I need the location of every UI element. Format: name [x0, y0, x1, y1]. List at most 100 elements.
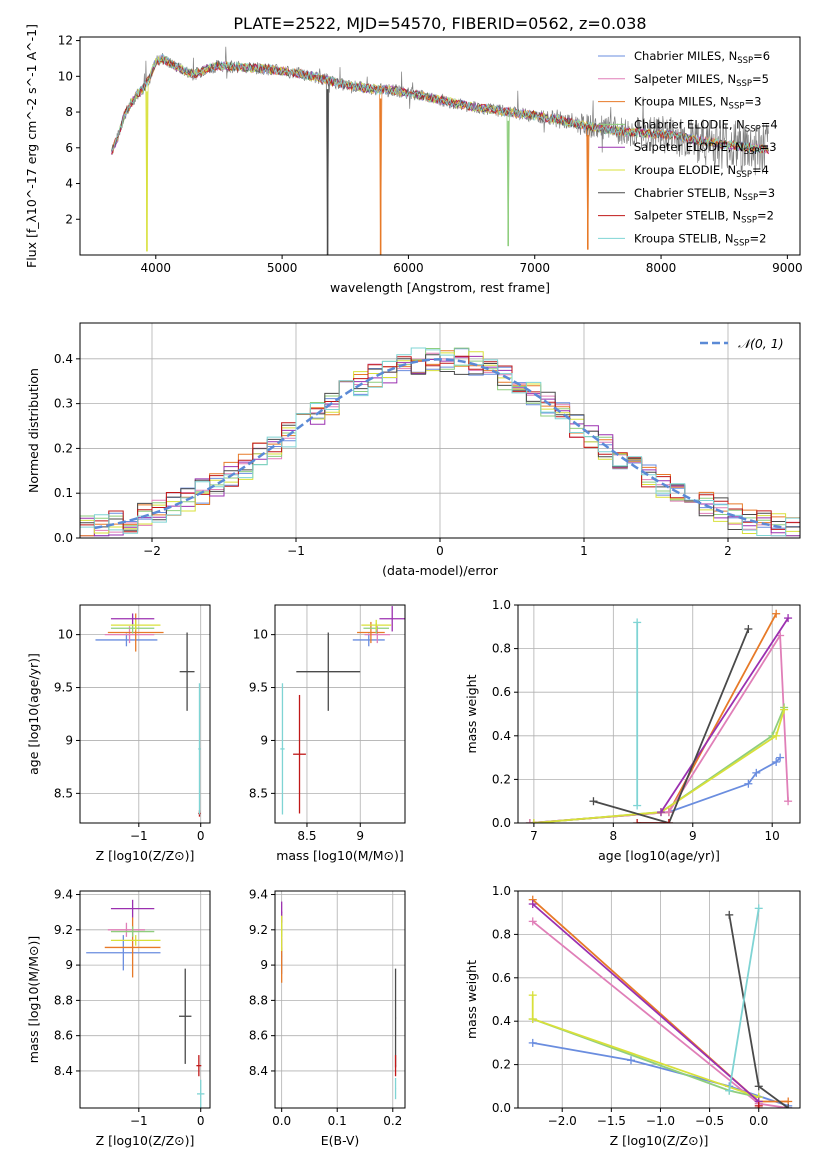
- y-tick-label: 0.2: [54, 441, 73, 455]
- x-axis-label: Z [log10(Z/Z⊙)]: [96, 848, 195, 863]
- legend-label: Chabrier STELIB, NSSP=3: [634, 186, 775, 203]
- error-bar-point: [352, 633, 385, 647]
- x-axis-label: mass [log10(M/M⊙)]: [276, 848, 404, 863]
- weight-line: [529, 613, 777, 823]
- y-tick-label: 0.6: [492, 971, 511, 985]
- axes: 0.0 0.1 0.2 8.4 8.6 8.8 9 9.2 9.4 E(B-V): [249, 888, 406, 1148]
- y-tick-label: 0.0: [492, 1101, 511, 1115]
- weight-line: [533, 709, 785, 823]
- y-tick-label: 9: [65, 958, 73, 972]
- x-axis-label: Z [log10(Z/Z⊙)]: [96, 1133, 195, 1148]
- legend-count: =6: [753, 49, 770, 63]
- y-tick-label: 0.2: [492, 1058, 511, 1072]
- y-tick-label: 0.4: [54, 352, 73, 366]
- x-axis-label: wavelength [Angstrom, rest frame]: [330, 280, 550, 295]
- x-axis-label: Z [log10(Z/Z⊙)]: [610, 1133, 709, 1148]
- y-tick-label: 9.4: [54, 888, 73, 902]
- weight-marker: [528, 1015, 537, 1024]
- weight-line: [531, 995, 759, 1099]
- plot-area: [86, 899, 205, 1108]
- error-bar-point: [196, 1055, 202, 1077]
- legend-subscript: SSP: [742, 193, 758, 203]
- model-spectrum-line: [111, 56, 769, 255]
- legend-subscript: SSP: [737, 56, 753, 66]
- weight-marker: [664, 819, 673, 823]
- axes: −1 0 8.4 8.6 8.8 9 9.2 9.4 Z [log10(Z/Z⊙)] mass […: [26, 888, 211, 1148]
- legend-subscript: SSP: [729, 102, 745, 112]
- legend-count: =2: [749, 231, 766, 245]
- y-tick-label: 0.4: [492, 1014, 511, 1028]
- error-bar-point: [179, 632, 195, 711]
- x-tick-label: −1: [287, 544, 305, 558]
- legend-count: =4: [752, 163, 769, 177]
- weight-line: [533, 707, 785, 823]
- grid: [518, 890, 800, 1109]
- y-tick-label: 9: [260, 958, 268, 972]
- y-tick-label: 9.5: [249, 681, 268, 695]
- error-bar-point: [394, 968, 397, 1068]
- error-bar-point: [361, 619, 392, 631]
- axes-frame: [274, 604, 406, 824]
- y-tick-label: 10: [58, 69, 73, 83]
- x-tick-label: 0: [197, 829, 205, 843]
- x-tick-label: −2.0: [548, 1114, 577, 1128]
- x-tick-label: 2: [724, 544, 732, 558]
- y-tick-label: 8.8: [54, 993, 73, 1007]
- y-tick-label: 2: [65, 212, 73, 226]
- y-tick-label: 12: [58, 34, 73, 48]
- x-tick-label: 4000: [141, 261, 172, 275]
- weight-marker: [725, 1086, 734, 1095]
- axes-frame: [517, 890, 801, 1109]
- error-bar-point: [110, 926, 155, 937]
- x-tick-label: 8.5: [297, 829, 316, 843]
- y-tick-label: 4: [65, 177, 73, 191]
- x-axis-label: age [log10(age/yr)]: [598, 848, 720, 863]
- legend-count: =3: [758, 186, 775, 200]
- weight-marker: [752, 768, 761, 777]
- weight-marker: [772, 731, 781, 740]
- axes: −2 −1 0 1 2 0.0 0.1 0.2 0.3 0.4 (data-model)/error…: [26, 322, 801, 578]
- weight-marker: [776, 753, 785, 762]
- legend-label: Salpeter MILES, NSSP=5: [634, 72, 769, 89]
- error-bar-point: [296, 632, 361, 711]
- weight-line: [728, 908, 760, 1091]
- model-spectrum-line: [111, 56, 769, 255]
- weight-marker: [725, 910, 734, 919]
- x-tick-label: 0.0: [272, 1114, 291, 1128]
- x-axis-label: E(B-V): [321, 1133, 360, 1148]
- y-tick-label: 0.0: [54, 531, 73, 545]
- y-tick-label: 0.4: [492, 729, 511, 743]
- weight-marker: [784, 614, 793, 623]
- x-tick-label: 0.0: [749, 1114, 768, 1128]
- y-tick-label: 0.8: [492, 927, 511, 941]
- legend-label: Chabrier MILES, NSSP=6: [634, 49, 770, 66]
- weight-marker: [780, 705, 789, 714]
- y-tick-label: 9: [260, 733, 268, 747]
- weight-marker: [744, 624, 753, 633]
- legend: 𝒩(0, 1): [700, 336, 784, 351]
- x-tick-label: 9: [356, 829, 364, 843]
- error-bar-point: [281, 947, 283, 983]
- x-tick-label: 1: [580, 544, 588, 558]
- x-tick-label: 0.2: [383, 1114, 402, 1128]
- x-tick-label: 7000: [519, 261, 550, 275]
- weight-marker: [633, 801, 642, 810]
- error-bar-point: [364, 626, 391, 644]
- plot-area: [95, 613, 201, 817]
- y-axis-label: mass weight: [464, 674, 479, 753]
- legend-label: Kroupa STELIB, NSSP=2: [634, 231, 766, 248]
- weight-marker: [528, 917, 537, 926]
- axes: −2.0 −1.5 −1.0 −0.5 0.0 0.0 0.2 0.4 0.6 0.8 1.0 Z […: [464, 884, 801, 1148]
- weight-marker: [772, 609, 781, 618]
- grid: [518, 604, 800, 824]
- x-tick-label: −1: [130, 829, 148, 843]
- y-tick-label: 8.4: [249, 1064, 268, 1078]
- x-tick-label: 8: [610, 829, 618, 843]
- error-bar-point: [394, 1078, 397, 1100]
- plot-area: [525, 609, 793, 823]
- y-tick-label: 8.8: [249, 993, 268, 1007]
- weight-marker: [754, 1082, 763, 1091]
- axes-frame: [79, 890, 211, 1109]
- y-tick-label: 8.6: [54, 1029, 73, 1043]
- weight-marker: [528, 1038, 537, 1047]
